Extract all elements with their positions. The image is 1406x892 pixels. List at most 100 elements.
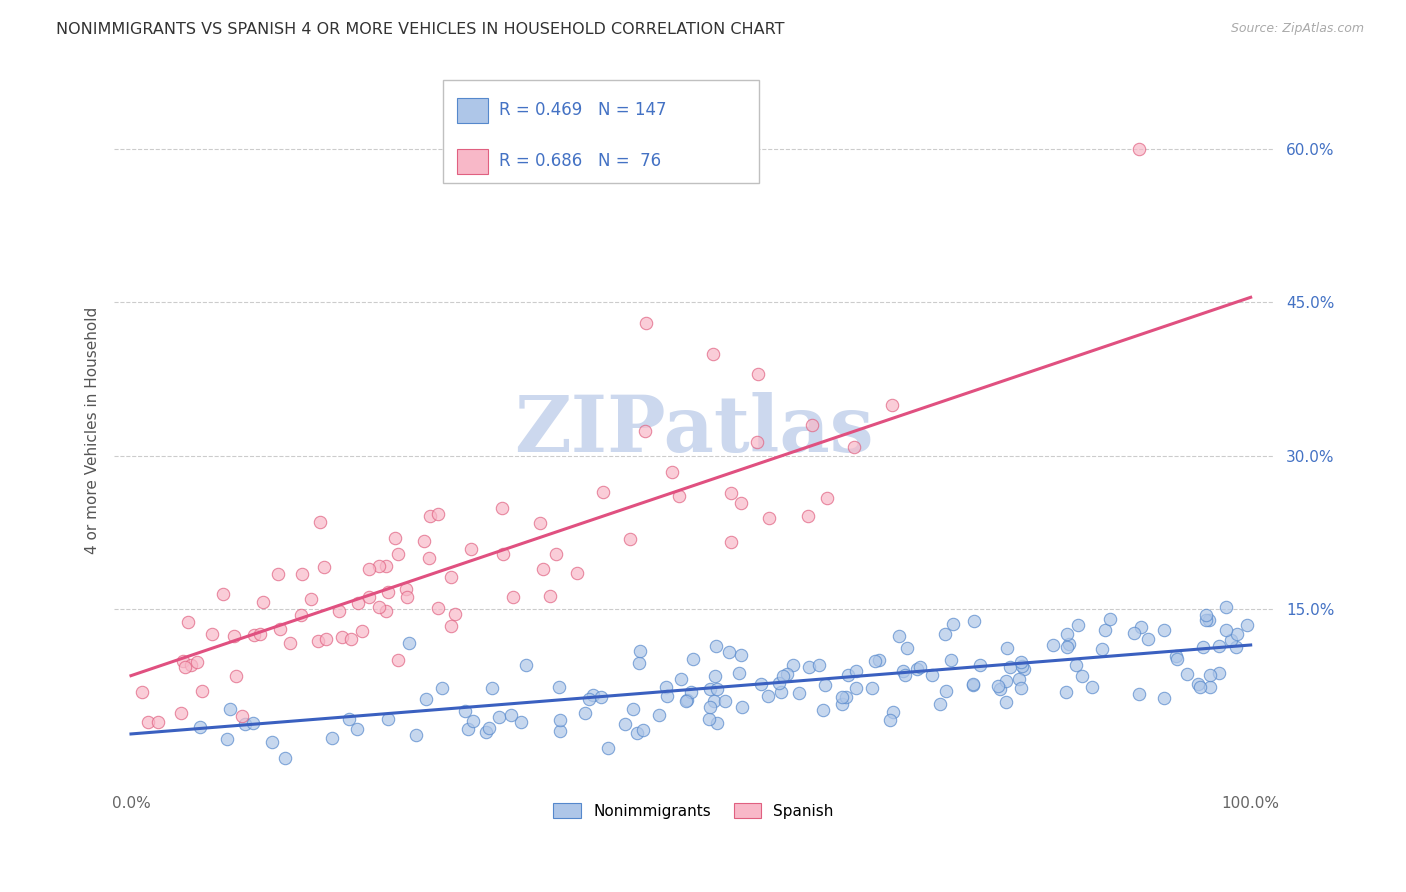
Point — [1056, 640, 1078, 655]
Point — [655, 680, 678, 694]
Point — [1189, 680, 1212, 694]
Point — [346, 723, 368, 737]
Point — [862, 681, 884, 695]
Point — [634, 316, 657, 330]
Point — [375, 559, 398, 574]
Point — [252, 595, 274, 609]
Point — [1054, 684, 1077, 698]
Point — [699, 682, 721, 697]
Point — [269, 623, 291, 637]
Point — [242, 716, 264, 731]
Point — [454, 704, 477, 718]
Point — [412, 534, 434, 549]
Point — [491, 500, 513, 515]
Point — [427, 601, 450, 615]
Point — [1219, 632, 1241, 647]
Point — [418, 551, 440, 566]
Point — [682, 651, 704, 665]
Point — [797, 509, 820, 524]
Point — [328, 604, 350, 618]
Point — [1010, 681, 1032, 695]
Point — [934, 627, 956, 641]
Point — [330, 631, 353, 645]
Legend: Nonimmigrants, Spanish: Nonimmigrants, Spanish — [547, 797, 839, 825]
Point — [291, 567, 314, 582]
Point — [177, 615, 200, 630]
Point — [225, 669, 247, 683]
Point — [935, 684, 957, 698]
Point — [321, 731, 343, 745]
Point — [170, 706, 193, 721]
Point — [384, 532, 406, 546]
Point — [681, 685, 703, 699]
Point — [703, 669, 725, 683]
Point — [863, 654, 886, 668]
Point — [492, 547, 515, 561]
Point — [396, 591, 419, 605]
Point — [831, 698, 853, 712]
Point — [1091, 642, 1114, 657]
Point — [359, 561, 381, 575]
Point — [1215, 600, 1237, 615]
Point — [845, 681, 868, 696]
Point — [1067, 618, 1090, 632]
Point — [706, 716, 728, 731]
Point — [548, 724, 571, 739]
Point — [174, 660, 197, 674]
Point — [749, 677, 772, 691]
Point — [538, 589, 561, 603]
Point — [312, 560, 335, 574]
Point — [997, 641, 1019, 656]
Point — [146, 714, 169, 729]
Point — [787, 686, 810, 700]
Point — [1099, 612, 1122, 626]
Point — [1166, 652, 1188, 666]
Point — [1070, 668, 1092, 682]
Point — [815, 491, 838, 506]
Point — [1064, 658, 1087, 673]
Point — [699, 699, 721, 714]
Point — [215, 732, 238, 747]
Point — [831, 690, 853, 704]
Point — [249, 627, 271, 641]
Point — [837, 668, 859, 682]
Point — [1225, 640, 1247, 655]
Point — [669, 672, 692, 686]
Point — [1199, 680, 1222, 694]
Point — [419, 508, 441, 523]
Point — [896, 641, 918, 656]
Point — [377, 712, 399, 726]
Point — [720, 486, 742, 500]
Point — [728, 665, 751, 680]
Point — [1194, 613, 1216, 627]
Point — [242, 628, 264, 642]
Point — [1198, 668, 1220, 682]
Point — [768, 675, 790, 690]
Point — [675, 694, 697, 708]
Point — [747, 367, 769, 381]
Point — [717, 645, 740, 659]
Text: Source: ZipAtlas.com: Source: ZipAtlas.com — [1230, 22, 1364, 36]
Point — [350, 624, 373, 639]
Point — [844, 440, 866, 454]
Text: R = 0.686   N =  76: R = 0.686 N = 76 — [499, 152, 661, 169]
Point — [398, 635, 420, 649]
Point — [939, 653, 962, 667]
Point — [499, 707, 522, 722]
Point — [758, 510, 780, 524]
Point — [582, 688, 605, 702]
Point — [138, 714, 160, 729]
Point — [835, 690, 858, 705]
Point — [614, 717, 637, 731]
Point — [457, 722, 479, 736]
Point — [988, 681, 1011, 696]
Point — [440, 619, 463, 633]
Point — [1198, 614, 1220, 628]
Point — [628, 643, 651, 657]
Point — [180, 657, 202, 672]
Point — [776, 666, 799, 681]
Point — [905, 662, 928, 676]
Point — [1236, 618, 1258, 632]
Point — [1008, 672, 1031, 686]
Point — [529, 516, 551, 530]
